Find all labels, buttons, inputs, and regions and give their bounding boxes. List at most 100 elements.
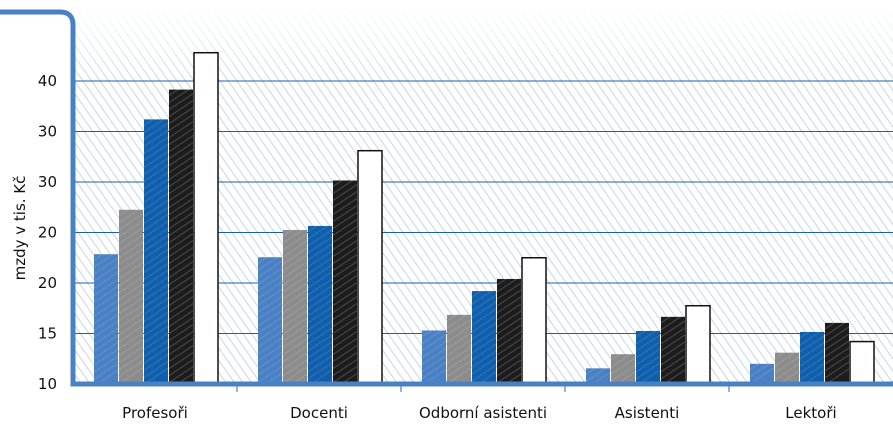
bar-texture (421, 361, 447, 379)
bar-texture (307, 250, 333, 268)
bar-texture (143, 318, 169, 336)
bar-texture (257, 330, 283, 348)
bar-texture (257, 309, 283, 327)
bar-texture (332, 267, 358, 285)
bar-texture (496, 317, 522, 335)
bar-texture (446, 332, 472, 350)
bar-texture (471, 294, 497, 312)
bar-texture (257, 323, 283, 341)
bar-texture (168, 149, 194, 167)
bar-texture (118, 367, 144, 385)
bar-texture (118, 220, 144, 238)
bar-texture (143, 206, 169, 224)
bar-texture (282, 275, 308, 293)
bar-texture (143, 332, 169, 350)
bar-texture (660, 348, 686, 366)
bar-texture (282, 282, 308, 300)
bar-texture (168, 219, 194, 237)
bar-texture (332, 323, 358, 341)
bar-texture (118, 346, 144, 364)
bar-texture (307, 229, 333, 247)
bar-texture (168, 366, 194, 384)
bar-texture (168, 205, 194, 223)
bar-texture (168, 212, 194, 230)
bar-texture (282, 359, 308, 377)
y-axis-label: mzdy v tis. Kč (11, 176, 29, 281)
bar-texture (94, 299, 119, 317)
bar-texture (168, 317, 194, 335)
bar-texture (168, 331, 194, 349)
bar-texture (446, 346, 472, 364)
bar-texture (94, 271, 119, 289)
bar-texture (307, 362, 333, 380)
bar-texture (307, 299, 333, 317)
bar-texture (257, 358, 283, 376)
bar-texture (257, 372, 283, 385)
bar-texture (660, 320, 686, 338)
bar-texture (799, 335, 825, 353)
y-tick-label: 15 (38, 325, 57, 343)
bar-texture (143, 346, 169, 364)
bar-texture (143, 185, 169, 203)
bar-texture (660, 334, 686, 352)
bar-texture (257, 274, 283, 292)
bar-1-4 (586, 368, 610, 384)
bar-2-4 (611, 354, 635, 384)
bar-texture (94, 327, 119, 345)
bar-4-4 (661, 316, 685, 384)
bar-texture (143, 178, 169, 196)
bar-4-5 (825, 322, 849, 384)
bar-texture (446, 360, 472, 378)
bar-3-5 (800, 331, 824, 384)
bar-texture (749, 367, 775, 385)
bar-texture (332, 246, 358, 264)
bar-texture (168, 177, 194, 195)
bar-texture (332, 183, 358, 201)
bar-texture (799, 356, 825, 374)
bar-texture (471, 343, 497, 361)
bar-texture (635, 348, 661, 366)
bar-texture (496, 282, 522, 300)
bar-1-1 (94, 254, 118, 384)
bar-texture (143, 269, 169, 287)
bar-texture (332, 225, 358, 243)
bar-texture (610, 357, 636, 375)
bar-3-4 (636, 330, 660, 384)
y-tick-label: 30 (38, 123, 57, 141)
bar-texture (168, 156, 194, 174)
bar-texture (282, 352, 308, 370)
bar-texture (471, 322, 497, 340)
bar-texture (307, 264, 333, 282)
bar-texture (168, 163, 194, 181)
bar-texture (496, 345, 522, 363)
bar-texture (143, 360, 169, 378)
bar-texture (94, 292, 119, 310)
bar-texture (332, 190, 358, 208)
bar-texture (118, 269, 144, 287)
bar-texture (118, 241, 144, 259)
bar-texture (257, 295, 283, 313)
bar-texture (118, 325, 144, 343)
bar-texture (143, 192, 169, 210)
bar-texture (471, 308, 497, 326)
bar-texture (307, 327, 333, 345)
bar-texture (824, 340, 850, 358)
bar-texture (332, 372, 358, 385)
bar-texture (307, 341, 333, 359)
bar-texture (257, 344, 283, 362)
bar-texture (332, 260, 358, 278)
bar-texture (332, 344, 358, 362)
bar-texture (118, 262, 144, 280)
bar-texture (660, 362, 686, 380)
bar-texture (143, 143, 169, 161)
bar-texture (282, 324, 308, 342)
bar-texture (635, 334, 661, 352)
bar-texture (118, 276, 144, 294)
bar-texture (799, 342, 825, 360)
bar-texture (118, 360, 144, 378)
bar-texture (471, 301, 497, 319)
bar-texture (168, 107, 194, 125)
bar-texture (824, 333, 850, 351)
x-tick-label: Docenti (290, 404, 348, 422)
bar-texture (282, 296, 308, 314)
